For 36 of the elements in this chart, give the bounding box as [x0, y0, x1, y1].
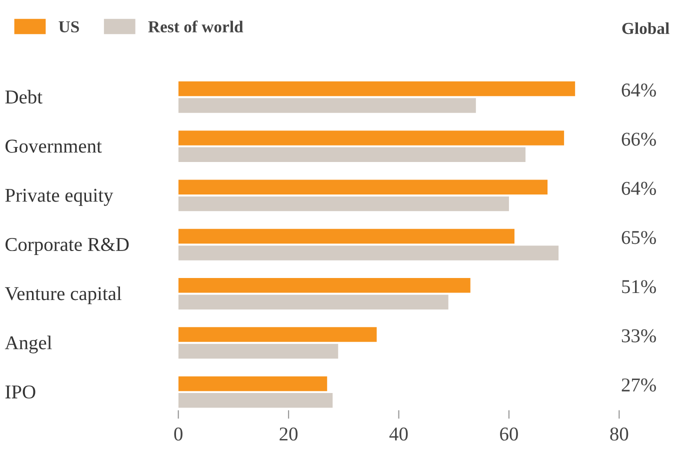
bar	[178, 130, 564, 146]
y-tick-label: Corporate R&D	[6, 238, 129, 255]
bar	[178, 294, 448, 310]
y-tick-label: Government	[6, 140, 102, 153]
text: Global	[622, 22, 670, 34]
bar	[178, 376, 328, 392]
legend-label: US	[58, 21, 79, 32]
x-tick-label: 20	[280, 427, 298, 441]
y-tick-label: Debt	[5, 90, 42, 104]
text: 51%	[622, 280, 656, 294]
bar	[178, 196, 509, 212]
text: 65%	[622, 230, 656, 244]
text: 64%	[622, 182, 656, 195]
bar	[178, 81, 576, 96]
bar	[178, 393, 333, 408]
bar	[178, 180, 548, 194]
bar	[178, 228, 514, 244]
bar	[178, 278, 470, 293]
bar	[178, 147, 526, 162]
y-tick-label: Private equity	[5, 188, 114, 206]
legend-label: Rest of world	[148, 20, 244, 32]
x-tick-label: 60	[500, 427, 518, 441]
text: 33%	[622, 329, 656, 342]
text: 66%	[622, 132, 656, 146]
x-tick-label: 40	[389, 427, 408, 441]
bar	[178, 98, 476, 113]
y-tick-label: IPO	[5, 385, 36, 399]
bar	[178, 246, 559, 260]
text: 27%	[622, 378, 656, 392]
text: 64%	[622, 83, 656, 97]
x-tick-label: 0	[174, 427, 182, 441]
y-tick-label: Venture capital	[4, 286, 122, 304]
bar	[178, 344, 338, 359]
y-tick-label: Angel	[4, 336, 52, 354]
bar	[178, 327, 377, 342]
x-tick-label: 80	[610, 427, 628, 441]
